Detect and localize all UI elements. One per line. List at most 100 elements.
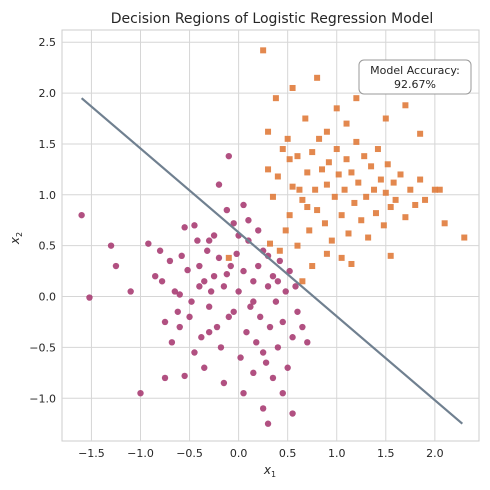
square-point — [265, 166, 272, 173]
square-point — [316, 135, 323, 142]
x-tick-label: 0.0 — [230, 447, 248, 460]
square-point — [323, 250, 330, 257]
circle-point — [269, 374, 277, 382]
circle-point — [253, 339, 260, 346]
square-point — [276, 247, 283, 254]
circle-point — [274, 344, 282, 351]
circle-point — [184, 266, 191, 274]
circle-point — [250, 369, 257, 377]
square-point — [304, 169, 311, 176]
square-point — [365, 234, 372, 241]
square-point — [402, 102, 409, 109]
circle-point — [112, 262, 120, 270]
square-point — [267, 240, 274, 247]
square-point — [363, 193, 370, 200]
square-point — [321, 220, 328, 227]
decision-boundary — [80, 97, 464, 425]
circle-point — [137, 389, 144, 397]
circle-point — [205, 328, 213, 336]
circle-point — [274, 278, 282, 285]
circle-point — [145, 240, 152, 247]
y-axis-label: x2 — [8, 232, 24, 245]
circle-point — [284, 364, 291, 371]
circle-point — [225, 152, 232, 160]
circle-point — [304, 339, 311, 346]
circle-point — [292, 283, 299, 290]
circle-point — [230, 308, 237, 315]
circle-point — [269, 272, 277, 280]
square-point — [325, 159, 332, 166]
annotation-frame — [358, 59, 472, 95]
square-point — [417, 176, 424, 183]
square-point — [319, 166, 326, 173]
square-point — [314, 207, 321, 214]
circle-point — [191, 349, 198, 356]
y-tick-label: 2.0 — [39, 87, 57, 100]
square-point — [294, 153, 301, 160]
circle-point — [196, 262, 203, 270]
square-point — [371, 186, 378, 193]
square-point — [382, 115, 389, 122]
circle-point — [243, 328, 250, 336]
circle-point — [213, 323, 221, 331]
square-point — [309, 263, 316, 270]
circle-point — [181, 224, 188, 231]
chart-title: Decision Regions of Logistic Regression … — [111, 11, 433, 27]
circle-point — [152, 272, 159, 280]
square-point — [279, 146, 286, 153]
circle-point — [171, 288, 179, 295]
circle-point — [259, 405, 267, 412]
circle-point — [223, 206, 231, 214]
circle-point — [196, 283, 203, 290]
square-point — [294, 242, 301, 249]
annotation-box: Model Accuracy: 92.67% — [358, 59, 472, 95]
x-ticks: −1.5 −1.0 −0.5 0.0 0.5 1.0 1.5 2.0 — [78, 447, 444, 460]
square-point — [397, 171, 404, 178]
square-point — [353, 95, 360, 102]
square-point — [309, 149, 316, 156]
circle-point — [205, 237, 213, 244]
circle-point — [259, 349, 267, 356]
square-point — [353, 138, 360, 145]
circle-point — [78, 211, 85, 219]
x-tick-label: −1.5 — [78, 447, 105, 460]
square-point — [323, 128, 330, 135]
square-point — [296, 186, 303, 193]
square-point — [372, 210, 379, 217]
x-tick-label: 2.0 — [426, 447, 444, 460]
circle-point — [210, 232, 218, 239]
x-tick-label: 1.0 — [328, 447, 346, 460]
circle-point — [227, 262, 234, 270]
circle-point — [240, 267, 247, 275]
square-point — [417, 130, 424, 137]
square-point — [348, 260, 355, 267]
circle-point — [286, 267, 293, 275]
circle-point — [176, 291, 183, 298]
square-point — [323, 181, 330, 188]
circle-point — [223, 270, 231, 278]
circle-point — [86, 294, 93, 301]
plot-area — [61, 29, 480, 442]
circle-point — [279, 318, 286, 326]
square-point — [384, 161, 391, 168]
square-point — [431, 186, 438, 193]
x-axis-label-sub: 1 — [271, 470, 276, 479]
circle-point — [158, 278, 166, 285]
circle-point — [168, 339, 176, 346]
circle-point — [235, 288, 242, 295]
square-point — [392, 196, 399, 203]
square-point — [328, 237, 335, 244]
square-point — [225, 254, 232, 261]
y-tick-label: 1.5 — [39, 138, 57, 151]
y-tick-label: 0.5 — [39, 240, 57, 253]
circle-point — [264, 420, 272, 427]
square-point — [333, 105, 340, 112]
square-point — [461, 234, 468, 241]
square-point — [286, 212, 293, 219]
scatter-points — [78, 47, 468, 427]
circle-point — [240, 389, 247, 397]
circle-point — [233, 250, 240, 258]
circle-point — [289, 334, 296, 341]
circle-point — [194, 237, 201, 244]
circle-point — [240, 201, 247, 209]
